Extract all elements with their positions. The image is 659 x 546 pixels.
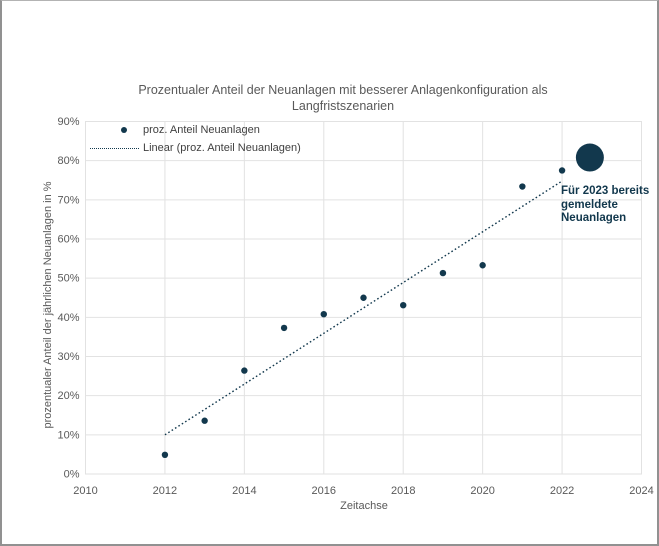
highlight-annotation: Für 2023 bereits gemeldete Neuanlagen [561,185,650,224]
chart-title: Prozentualer Anteil der Neuanlagen mit b… [138,83,548,113]
plot-border [85,121,642,475]
legend-item-trendline: Linear (proz. Anteil Neuanlagen) [88,139,301,157]
y-tick-label: 10% [57,429,79,441]
legend-item-label: proz. Anteil Neuanlagen [143,124,260,136]
data-point [519,183,526,190]
legend-item-label: Linear (proz. Anteil Neuanlagen) [143,142,301,154]
data-point [241,367,248,374]
x-tick-label: 2012 [153,485,177,497]
legend-item-scatter: proz. Anteil Neuanlagen [88,121,301,139]
x-tick-label: 2024 [629,485,653,497]
data-point [280,324,288,332]
x-tick-label: 2016 [312,485,336,497]
y-tick-label: 0% [64,469,80,481]
data-point [320,311,327,318]
data-point [439,269,447,277]
x-axis-title: Zeitachse [340,500,388,512]
data-point [479,262,486,269]
x-tick-label: 2022 [550,485,574,497]
y-axis-title: prozentualer Anteil der jährlichen Neuan… [42,181,54,429]
data-point [201,417,208,424]
y-tick-label: 50% [57,273,79,285]
y-tick-label: 30% [57,351,79,363]
x-tick-label: 2018 [391,485,415,497]
y-tick-label: 20% [57,390,79,402]
y-tick-label: 60% [57,234,79,246]
data-point [161,451,169,459]
scatter-marker-icon [88,127,143,133]
x-tick-label: 2014 [232,485,256,497]
data-point [558,167,566,174]
y-tick-label: 70% [57,194,79,206]
data-point [400,301,407,309]
highlight-point [575,143,604,172]
y-tick-label: 80% [57,155,79,167]
y-tick-label: 90% [57,116,79,128]
dotted-line-icon [88,147,143,149]
data-point [360,294,367,301]
legend: proz. Anteil Neuanlagen Linear (proz. An… [88,121,301,157]
x-tick-label: 2020 [470,485,494,497]
trendline [164,180,563,436]
y-tick-label: 40% [57,312,79,324]
x-tick-label: 2010 [73,485,97,497]
